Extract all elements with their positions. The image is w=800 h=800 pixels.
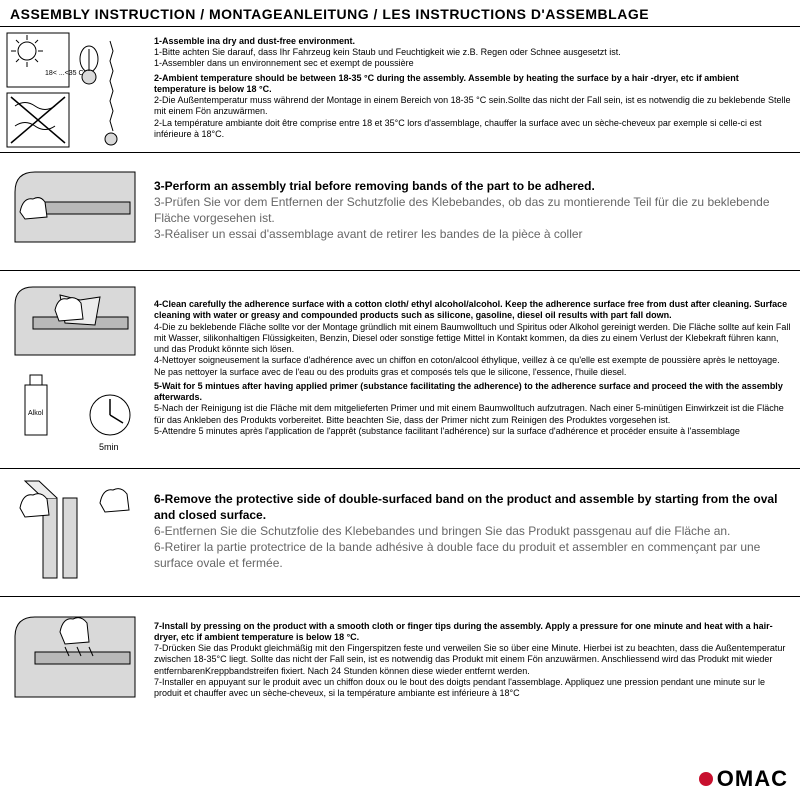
step3-bold: 3-Perform an assembly trial before remov…: [154, 178, 792, 194]
brand-logo: OMAC: [699, 766, 788, 792]
icon-env-temp: 18< ...<35 C: [0, 27, 150, 152]
svg-text:5min: 5min: [99, 442, 119, 452]
svg-text:18< ...<35 C: 18< ...<35 C: [45, 70, 84, 77]
step6-bold: 6-Remove the protective side of double-s…: [154, 491, 792, 523]
step5-fr: 5-Attendre 5 minutes après l'application…: [154, 426, 792, 437]
step2-bold: 2-Ambient temperature should be between …: [154, 73, 792, 96]
step7-bold: 7-Install by pressing on the product wit…: [154, 621, 792, 644]
header-text: ASSEMBLY INSTRUCTION / MONTAGEANLEITUNG …: [10, 6, 649, 22]
step6-fr: 6-Retirer la partie protectrice de la ba…: [154, 539, 792, 571]
instruction-row-4: 6-Remove the protective side of double-s…: [0, 468, 800, 596]
icon-press: [0, 597, 150, 726]
icon-peel: [0, 469, 150, 596]
icon-trial: [0, 153, 150, 270]
step4-de: 4-Die zu beklebende Fläche sollte vor de…: [154, 322, 792, 356]
text-cell-3: 4-Clean carefully the adherence surface …: [150, 271, 800, 468]
step7-de: 7-Drücken Sie das Produkt gleichmäßig mi…: [154, 643, 792, 677]
step6-de: 6-Entfernen Sie die Schutzfolie des Kleb…: [154, 523, 792, 539]
text-cell-2: 3-Perform an assembly trial before remov…: [150, 153, 800, 270]
step3-de: 3-Prüfen Sie vor dem Entfernen der Schut…: [154, 194, 792, 226]
step1-bold: 1-Assemble ina dry and dust-free environ…: [154, 36, 792, 47]
text-cell-1: 1-Assemble ina dry and dust-free environ…: [150, 27, 800, 152]
instruction-row-3: Alkol 5min 4-Clean carefully the adheren…: [0, 270, 800, 468]
step7-fr: 7-Installer en appuyant sur le produit a…: [154, 677, 792, 700]
svg-text:Alkol: Alkol: [28, 410, 44, 417]
step4-fr: 4-Nettoyer soigneusement la surface d'ad…: [154, 355, 792, 378]
logo-text: OMAC: [717, 766, 788, 792]
text-cell-5: 7-Install by pressing on the product wit…: [150, 597, 800, 726]
instruction-row-5: 7-Install by pressing on the product wit…: [0, 596, 800, 726]
step2-fr: 2-La température ambiante doit être comp…: [154, 118, 792, 141]
step2-de: 2-Die Außentemperatur muss während der M…: [154, 95, 792, 118]
step1-de: 1-Bitte achten Sie darauf, dass Ihr Fahr…: [154, 47, 792, 58]
text-cell-4: 6-Remove the protective side of double-s…: [150, 469, 800, 596]
logo-dot-icon: [699, 772, 713, 786]
icon-clean-wait: Alkol 5min: [0, 271, 150, 468]
instruction-row-1: 18< ...<35 C 1-Assemble ina dry and dust…: [0, 26, 800, 152]
step5-bold: 5-Wait for 5 mintues after having applie…: [154, 381, 792, 404]
step3-fr: 3-Réaliser un essai d'assemblage avant d…: [154, 226, 792, 242]
instruction-row-2: 3-Perform an assembly trial before remov…: [0, 152, 800, 270]
step4-bold: 4-Clean carefully the adherence surface …: [154, 299, 792, 322]
step1-fr: 1-Assembler dans un environnement sec et…: [154, 58, 792, 69]
page-title: ASSEMBLY INSTRUCTION / MONTAGEANLEITUNG …: [0, 0, 800, 26]
step5-de: 5-Nach der Reinigung ist die Fläche mit …: [154, 403, 792, 426]
